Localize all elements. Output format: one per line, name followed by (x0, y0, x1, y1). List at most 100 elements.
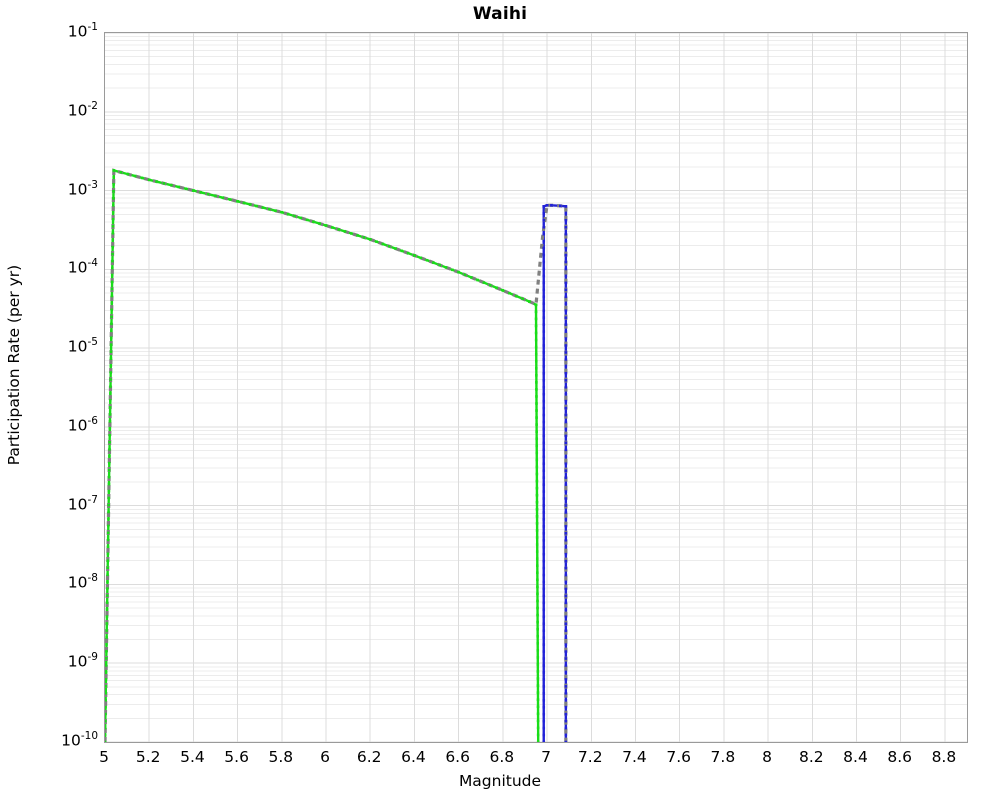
series-marker (147, 178, 151, 182)
series-marker (542, 636, 546, 639)
series-marker (542, 643, 546, 646)
series-marker (105, 657, 108, 660)
series-marker (535, 437, 538, 441)
series-marker (564, 608, 568, 612)
series-marker (564, 281, 568, 285)
series-marker (110, 315, 113, 319)
series-marker (206, 192, 210, 196)
series-marker (112, 197, 115, 200)
series-marker (536, 733, 540, 737)
series-marker (564, 253, 568, 257)
series-marker (542, 692, 546, 695)
series-marker (564, 385, 568, 389)
series-marker (542, 462, 546, 466)
series-marker (535, 430, 538, 433)
series-marker (564, 448, 568, 452)
series-marker (110, 273, 114, 277)
series-marker (542, 678, 546, 681)
series-marker (542, 253, 546, 257)
series-marker (564, 295, 568, 299)
series-marker (111, 259, 114, 263)
x-tick-label: 8.4 (843, 748, 868, 766)
series-marker (108, 440, 111, 444)
series-marker (535, 409, 538, 412)
series-marker (564, 671, 568, 674)
series-marker (133, 174, 137, 178)
series-marker (381, 242, 385, 246)
series-marker (107, 496, 111, 500)
series-marker (564, 698, 568, 702)
series-marker (535, 458, 539, 462)
series-marker (542, 650, 546, 653)
series-marker (112, 169, 116, 172)
series-marker (542, 726, 546, 730)
series-marker (564, 490, 568, 493)
series-marker (564, 511, 568, 514)
series-marker (324, 224, 328, 227)
series-marker (528, 300, 531, 303)
series-marker (105, 629, 109, 632)
series-marker (535, 486, 539, 490)
series-marker (255, 204, 258, 208)
series-marker (105, 636, 108, 639)
series-marker (109, 378, 112, 381)
series-marker (274, 209, 277, 213)
series-marker (105, 601, 109, 604)
series-marker (236, 200, 239, 203)
series-marker (425, 258, 429, 262)
series-marker (482, 281, 486, 284)
series-marker (536, 698, 540, 701)
series-marker (564, 267, 568, 271)
series-marker (564, 212, 568, 215)
series-marker (542, 559, 546, 563)
series-marker (542, 657, 546, 660)
x-tick-label: 6.4 (401, 748, 426, 766)
series-marker (534, 310, 538, 314)
series-marker (119, 171, 123, 174)
series-marker (564, 372, 568, 375)
series-marker (564, 566, 568, 570)
series-marker (444, 266, 448, 269)
series-marker (564, 726, 568, 730)
series-marker (535, 557, 539, 560)
series-marker (542, 525, 546, 528)
series-marker (108, 406, 112, 409)
series-marker (542, 671, 546, 674)
series-marker (106, 566, 109, 570)
series-marker (564, 643, 568, 646)
series-marker (105, 677, 108, 681)
series-marker (536, 726, 540, 730)
series-marker (536, 649, 540, 652)
series-marker (107, 503, 110, 507)
series-marker (542, 337, 546, 340)
series-marker (109, 343, 113, 346)
series-marker (105, 698, 107, 702)
series-marker (108, 413, 112, 416)
chart-title: Waihi (472, 4, 528, 24)
series-marker (109, 371, 113, 374)
series-marker (564, 622, 568, 626)
series-marker (221, 196, 225, 200)
series-marker (535, 507, 539, 511)
series-marker (299, 216, 303, 220)
y-tick-label: 10-9 (67, 651, 98, 671)
series-marker (542, 267, 546, 271)
series-marker (564, 309, 568, 313)
series-marker (542, 712, 546, 716)
series-marker (535, 388, 538, 391)
series-marker (542, 545, 546, 549)
series-marker (535, 451, 539, 455)
series-marker (542, 685, 546, 688)
series-marker (564, 323, 568, 326)
series-marker (564, 476, 568, 479)
series-marker (110, 294, 114, 298)
y-tick-label: 10-10 (61, 730, 98, 750)
series-marker (112, 176, 116, 179)
series-marker (542, 476, 546, 479)
y-tick-label: 10-1 (67, 21, 98, 41)
y-tick-label: 10-5 (67, 336, 98, 356)
series-marker (564, 678, 568, 681)
series-marker (542, 413, 546, 417)
series-marker (542, 455, 546, 459)
